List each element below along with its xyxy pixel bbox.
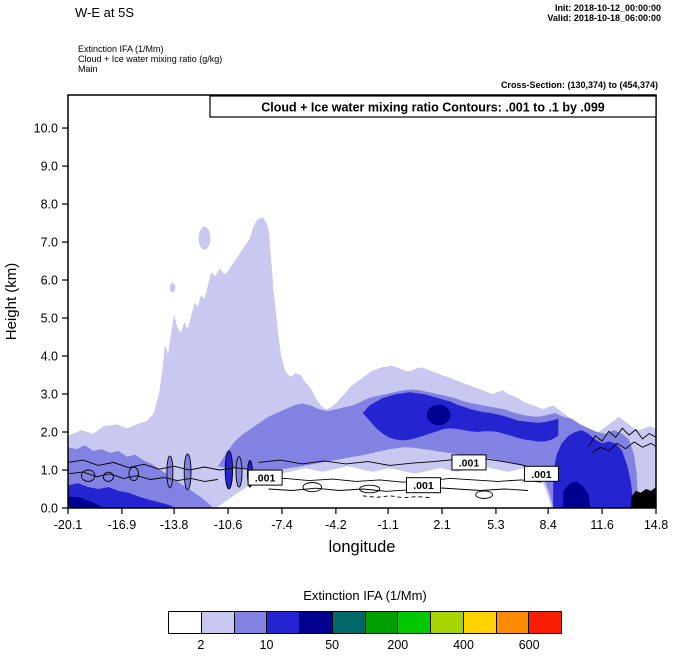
colorbar-tick-label: 2 bbox=[197, 638, 205, 652]
colorbar-cell-7 bbox=[397, 611, 431, 634]
x-tick-label: 5.3 bbox=[487, 518, 504, 532]
field-info-line3: Main bbox=[78, 64, 98, 74]
contour-label-box bbox=[405, 477, 441, 494]
y-tick-label: 8.0 bbox=[41, 198, 58, 212]
x-tick-label: 14.8 bbox=[644, 518, 668, 532]
contour-blob bbox=[475, 490, 493, 499]
page-title: W-E at 5S bbox=[75, 5, 135, 20]
colorbar-cell-0 bbox=[168, 611, 202, 634]
colorbar-cell-4 bbox=[299, 611, 333, 634]
colorbar bbox=[168, 611, 562, 634]
colorbar-cell-6 bbox=[364, 611, 399, 634]
colorbar-labels: 2 10 50 200 400 600 bbox=[168, 638, 562, 654]
colorbar-cell-3 bbox=[266, 611, 300, 634]
y-tick-label: 0.0 bbox=[41, 502, 58, 516]
colorbar-cell-9 bbox=[462, 611, 497, 634]
contour-lines bbox=[68, 427, 656, 499]
contour-blob bbox=[198, 226, 211, 250]
contour-blob bbox=[426, 404, 451, 426]
contour-line bbox=[261, 477, 542, 483]
y-axis-title: Height (km) bbox=[3, 263, 20, 341]
contour-line bbox=[258, 457, 549, 477]
y-tick-label: 10.0 bbox=[34, 122, 58, 136]
contour-line bbox=[591, 441, 656, 454]
colorbar-cell-10 bbox=[495, 611, 530, 634]
field-info-line2: Cloud + Ice water mixing ratio (g/kg) bbox=[78, 54, 223, 64]
contour-label-box bbox=[451, 454, 487, 471]
contour-label: .001 bbox=[255, 473, 276, 485]
plot-inner-title: Cloud + Ice water mixing ratio Contours:… bbox=[261, 101, 605, 115]
contour-label: .001 bbox=[459, 457, 480, 469]
x-tick-label: -10.6 bbox=[214, 518, 243, 532]
x-axis: -20.1 -16.9 -13.8 -10.6 -7.4 -4.2 -1.1 2.1 5.3 8.… bbox=[54, 508, 668, 532]
field-info-line1: Extinction IFA (1/Mm) bbox=[78, 44, 164, 54]
y-tick-label: 2.0 bbox=[41, 426, 58, 440]
y-tick-label: 6.0 bbox=[41, 274, 58, 288]
terrain-black-corner bbox=[630, 487, 656, 508]
x-tick-label: -7.4 bbox=[271, 518, 293, 532]
contour-blob bbox=[102, 471, 114, 482]
cloud-region-navy-right bbox=[563, 481, 591, 508]
y-tick-label: 5.0 bbox=[41, 312, 58, 326]
contour-line bbox=[588, 427, 656, 447]
x-tick-label: -13.8 bbox=[160, 518, 189, 532]
y-tick-label: 4.0 bbox=[41, 350, 58, 364]
cloud-region-navy-left bbox=[68, 496, 104, 508]
y-tick-label: 3.0 bbox=[41, 388, 58, 402]
contour-blob bbox=[235, 456, 243, 488]
contour-blob bbox=[166, 455, 174, 489]
contour-line bbox=[268, 487, 529, 492]
field-info: Extinction IFA (1/Mm) Cloud + Ice water … bbox=[78, 44, 222, 74]
colorbar-tick-label: 50 bbox=[325, 638, 340, 652]
colorbar-cell-5 bbox=[331, 611, 366, 634]
contour-blob bbox=[302, 482, 323, 493]
y-tick-label: 7.0 bbox=[41, 236, 58, 250]
colorbar-title: Extinction IFA (1/Mm) bbox=[303, 588, 427, 603]
cloud-region-medium-central bbox=[217, 389, 638, 508]
x-axis-title: longitude bbox=[329, 538, 396, 556]
colorbar-tick-label: 200 bbox=[387, 638, 409, 652]
x-tick-label: 11.6 bbox=[590, 518, 613, 532]
contour-blob bbox=[183, 453, 192, 491]
contour-blob bbox=[224, 450, 234, 490]
contour-blob bbox=[169, 282, 176, 293]
colorbar-tick-label: 600 bbox=[518, 638, 540, 652]
contour-label: .001 bbox=[531, 469, 552, 481]
colorbar-cell-11 bbox=[528, 611, 562, 634]
contour-line bbox=[362, 495, 431, 499]
x-tick-label: 8.4 bbox=[539, 518, 556, 532]
x-tick-label: -1.1 bbox=[377, 518, 399, 532]
x-tick-label: -4.2 bbox=[325, 518, 347, 532]
plot-inner-title-box bbox=[209, 95, 657, 118]
contour-line bbox=[68, 459, 249, 471]
contour-label: .001 bbox=[413, 480, 434, 492]
plot-border bbox=[67, 94, 657, 509]
cloud-region-blue-arc bbox=[362, 392, 559, 442]
contour-label-box bbox=[247, 469, 283, 486]
contour-label-box bbox=[523, 465, 559, 482]
cloud-region-blue-left bbox=[68, 483, 176, 508]
colorbar-cell-8 bbox=[430, 611, 464, 634]
colorbar-cell-1 bbox=[200, 611, 235, 634]
x-tick-label: 2.1 bbox=[433, 518, 450, 532]
contour-line bbox=[68, 471, 218, 482]
colorbar-cell-2 bbox=[233, 611, 268, 634]
y-tick-label: 1.0 bbox=[41, 464, 58, 478]
valid-time: Valid: 2018-10-18_06:00:00 bbox=[547, 13, 661, 23]
x-tick-label: -16.9 bbox=[108, 518, 137, 532]
y-tick-label: 9.0 bbox=[41, 160, 58, 174]
colorbar-tick-label: 10 bbox=[259, 638, 274, 652]
cross-section-coords: Cross-Section: (130,374) to (454,374) bbox=[500, 80, 658, 90]
colorbar-tick-label: 400 bbox=[453, 638, 474, 652]
init-time: Init: 2018-10-12_00:00:00 bbox=[554, 3, 661, 13]
run-times: Init: 2018-10-12_00:00:00 Valid: 2018-10… bbox=[547, 3, 661, 23]
y-axis: 0.0 1.0 2.0 3.0 4.0 5.0 6.0 7.0 8.0 9.0 10.0 bbox=[34, 122, 68, 516]
x-tick-label: -20.1 bbox=[54, 518, 83, 532]
filled-contours bbox=[68, 217, 656, 508]
